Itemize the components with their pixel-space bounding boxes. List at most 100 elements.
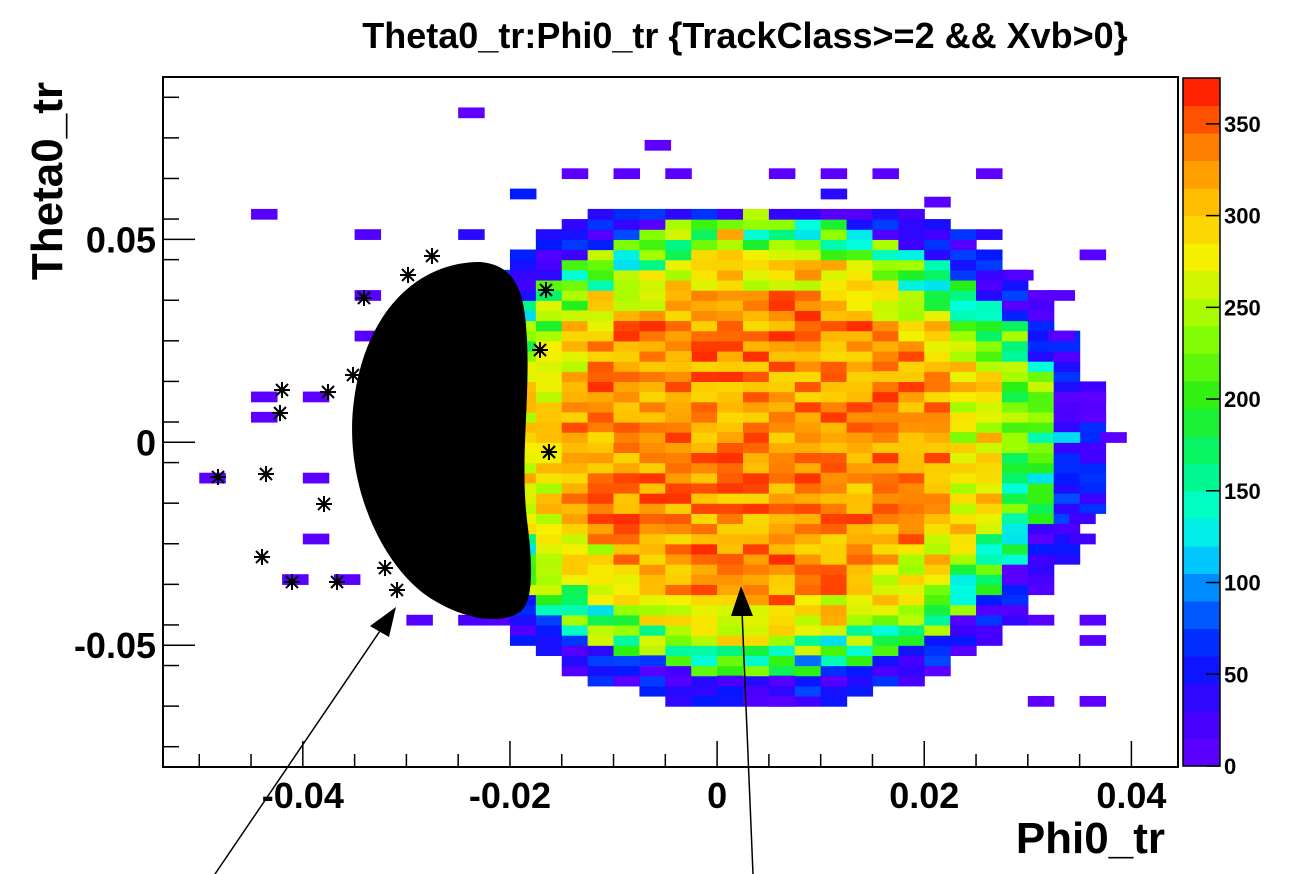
heatmap-bin [639,290,666,301]
heatmap-bin [846,411,874,423]
heatmap-bin [535,229,563,240]
heatmap-bin [613,361,641,372]
heatmap-bin [794,219,822,230]
heatmap-bin [613,604,641,616]
heatmap-bin [561,452,589,464]
heatmap-bin [613,675,641,687]
heatmap-bin [587,574,615,585]
heatmap-bin [1027,584,1055,596]
x-tick-label: -0.04 [262,775,344,816]
heatmap-bin [924,614,951,626]
heatmap-bin [924,482,951,494]
heatmap-bin [613,371,641,383]
heatmap-bin [535,239,563,251]
heatmap-bin [1027,361,1055,372]
heatmap-bin [794,208,822,220]
heatmap-bin [924,219,951,230]
heatmap-bin [587,229,615,240]
heatmap-bin [950,371,977,383]
heatmap-bin [1053,401,1081,413]
heatmap-bin [872,350,899,362]
heatmap-bin [665,320,692,332]
heatmap-bin [898,371,925,383]
heatmap-bin [458,229,485,240]
heatmap-bin [872,564,899,575]
heatmap-bin [639,361,666,372]
heatmap-bin [717,340,744,352]
heatmap-bin [924,340,951,352]
heatmap-bin [1027,371,1055,383]
heatmap-bin [561,635,589,646]
heatmap-bin [561,279,589,291]
heatmap-bin [587,472,615,484]
heatmap-bin [872,259,899,271]
heatmap-bin [950,574,977,585]
heatmap-bin [1027,381,1055,393]
heatmap-bin [976,381,1003,393]
heatmap-bin [768,513,796,525]
heatmap-bin [1001,553,1029,565]
heatmap-bin [976,391,1003,403]
heatmap-bin [535,300,563,311]
heatmap-bin [665,513,692,525]
heatmap-bin [820,472,848,484]
palette-band [1183,518,1220,547]
heatmap-bin [950,614,977,626]
heatmap-bin [820,219,848,230]
heatmap-bin [561,300,589,311]
heatmap-bin [561,543,589,555]
heatmap-bin [665,604,692,616]
heatmap-bin [1027,695,1055,707]
heatmap-bin [872,482,899,494]
heatmap-bin [1079,442,1107,454]
heatmap-bin [639,340,666,352]
heatmap-bin [639,371,666,383]
heatmap-bin [820,188,848,200]
heatmap-bin [1027,330,1055,342]
star-marker [541,444,557,460]
heatmap-bin [665,239,692,251]
heatmap-bin [613,624,641,636]
heatmap-bin [1027,411,1055,423]
heatmap-bin [820,594,848,606]
heatmap-bin [1001,279,1029,291]
heatmap-bin [743,523,770,535]
heatmap-bin [768,442,796,454]
heatmap-bin [950,432,977,443]
heatmap-bin [950,249,977,261]
heatmap-bin [846,219,874,230]
heatmap-bin [691,432,718,443]
heatmap-bin [846,594,874,606]
heatmap-bin [950,381,977,393]
heatmap-bin [613,503,641,514]
star-marker [356,290,372,306]
heatmap-bin [509,269,537,281]
heatmap-bin [613,493,641,504]
heatmap-bin [691,462,718,474]
heatmap-bin [794,279,822,291]
heatmap-bin [561,381,589,393]
heatmap-bin [743,493,770,504]
heatmap-bin [820,259,848,271]
heatmap-bin [820,442,848,454]
heatmap-bin [898,350,925,362]
heatmap-bins [199,107,1127,707]
heatmap-bin [1001,361,1029,372]
heatmap-bin [717,300,744,311]
heatmap-bin [768,523,796,535]
heatmap-bin [535,624,563,636]
heatmap-bin [587,381,615,393]
heatmap-bin [1079,381,1107,393]
heatmap-bin [872,624,899,636]
heatmap-bin [1001,503,1029,514]
heatmap-bin [872,330,899,342]
heatmap-bin [768,482,796,494]
heatmap-bin [251,411,278,423]
heatmap-bin [717,655,744,667]
heatmap-bin [872,340,899,352]
heatmap-bin [794,290,822,301]
heatmap-bin [872,279,899,291]
heatmap-bin [898,320,925,332]
heatmap-bin [509,624,537,636]
heatmap-bin [820,208,848,220]
